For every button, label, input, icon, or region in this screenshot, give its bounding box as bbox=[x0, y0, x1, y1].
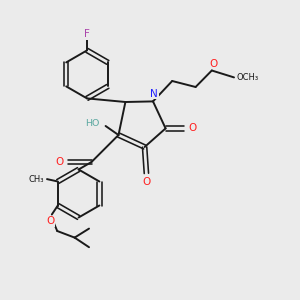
Text: N: N bbox=[150, 88, 158, 99]
Text: O: O bbox=[143, 177, 151, 187]
Text: O: O bbox=[56, 157, 64, 167]
Text: OCH₃: OCH₃ bbox=[237, 73, 259, 82]
Text: O: O bbox=[46, 216, 55, 226]
Text: HO: HO bbox=[85, 118, 100, 127]
Text: CH₃: CH₃ bbox=[28, 175, 44, 184]
Text: O: O bbox=[209, 59, 217, 69]
Text: O: O bbox=[188, 123, 197, 134]
Text: F: F bbox=[84, 29, 90, 39]
